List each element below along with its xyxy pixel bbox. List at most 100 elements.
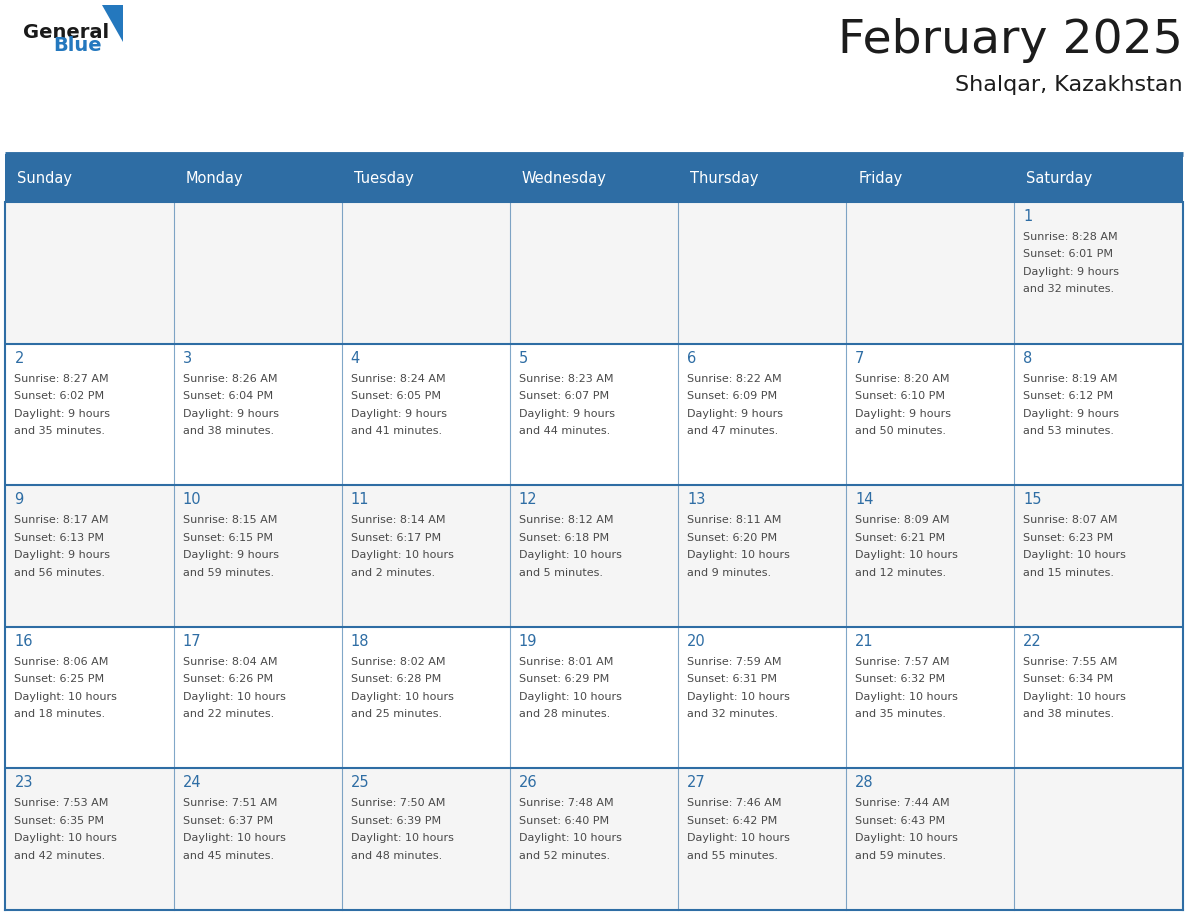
Text: February 2025: February 2025 xyxy=(838,18,1182,63)
Text: Daylight: 9 hours: Daylight: 9 hours xyxy=(183,409,279,419)
Text: and 47 minutes.: and 47 minutes. xyxy=(687,426,778,436)
Text: Friday: Friday xyxy=(858,171,903,185)
Text: Daylight: 10 hours: Daylight: 10 hours xyxy=(687,692,790,701)
Bar xyxy=(510,343,678,486)
Text: Blue: Blue xyxy=(53,36,102,55)
Text: Sunset: 6:37 PM: Sunset: 6:37 PM xyxy=(183,816,273,826)
Text: Wednesday: Wednesday xyxy=(522,171,607,185)
Text: and 32 minutes.: and 32 minutes. xyxy=(687,710,778,720)
Text: Daylight: 10 hours: Daylight: 10 hours xyxy=(1023,692,1126,701)
Text: 26: 26 xyxy=(519,776,537,790)
Text: Sunset: 6:20 PM: Sunset: 6:20 PM xyxy=(687,532,777,543)
Text: Sunset: 6:31 PM: Sunset: 6:31 PM xyxy=(687,675,777,684)
Text: Sunrise: 8:27 AM: Sunrise: 8:27 AM xyxy=(14,374,109,384)
Text: Monday: Monday xyxy=(185,171,244,185)
Text: 28: 28 xyxy=(855,776,874,790)
Text: Daylight: 9 hours: Daylight: 9 hours xyxy=(14,409,110,419)
Text: Sunset: 6:09 PM: Sunset: 6:09 PM xyxy=(687,391,777,401)
Text: Daylight: 10 hours: Daylight: 10 hours xyxy=(855,550,958,560)
Text: and 52 minutes.: and 52 minutes. xyxy=(519,851,611,861)
Text: 11: 11 xyxy=(350,492,369,507)
Text: Sunrise: 8:24 AM: Sunrise: 8:24 AM xyxy=(350,374,446,384)
Text: Sunset: 6:29 PM: Sunset: 6:29 PM xyxy=(519,675,609,684)
Text: Sunrise: 8:01 AM: Sunrise: 8:01 AM xyxy=(519,656,613,666)
Text: and 42 minutes.: and 42 minutes. xyxy=(14,851,106,861)
Text: Sunset: 6:18 PM: Sunset: 6:18 PM xyxy=(519,532,609,543)
Text: 27: 27 xyxy=(687,776,706,790)
Bar xyxy=(342,202,510,343)
Text: and 48 minutes.: and 48 minutes. xyxy=(350,851,442,861)
Bar xyxy=(678,343,846,486)
Text: 12: 12 xyxy=(519,492,537,507)
Bar xyxy=(6,768,173,910)
Text: Sunset: 6:23 PM: Sunset: 6:23 PM xyxy=(1023,532,1113,543)
Text: and 22 minutes.: and 22 minutes. xyxy=(183,710,274,720)
Text: Sunset: 6:17 PM: Sunset: 6:17 PM xyxy=(350,532,441,543)
Text: and 18 minutes.: and 18 minutes. xyxy=(14,710,106,720)
Text: 19: 19 xyxy=(519,633,537,649)
Text: Sunset: 6:07 PM: Sunset: 6:07 PM xyxy=(519,391,609,401)
Text: 25: 25 xyxy=(350,776,369,790)
Text: 21: 21 xyxy=(855,633,874,649)
Text: Sunrise: 7:51 AM: Sunrise: 7:51 AM xyxy=(183,799,277,809)
Text: Saturday: Saturday xyxy=(1026,171,1093,185)
Text: 22: 22 xyxy=(1023,633,1042,649)
Text: Sunset: 6:39 PM: Sunset: 6:39 PM xyxy=(350,816,441,826)
Text: and 55 minutes.: and 55 minutes. xyxy=(687,851,778,861)
Text: and 28 minutes.: and 28 minutes. xyxy=(519,710,611,720)
Bar xyxy=(846,486,1015,627)
Bar xyxy=(173,486,342,627)
Text: 24: 24 xyxy=(183,776,201,790)
Bar xyxy=(6,627,173,768)
Text: Daylight: 9 hours: Daylight: 9 hours xyxy=(350,409,447,419)
Text: Daylight: 10 hours: Daylight: 10 hours xyxy=(183,692,285,701)
Text: and 12 minutes.: and 12 minutes. xyxy=(855,567,947,577)
Text: Sunset: 6:42 PM: Sunset: 6:42 PM xyxy=(687,816,777,826)
Text: Sunrise: 8:22 AM: Sunrise: 8:22 AM xyxy=(687,374,782,384)
Text: 9: 9 xyxy=(14,492,24,507)
Text: and 41 minutes.: and 41 minutes. xyxy=(350,426,442,436)
Text: Sunset: 6:04 PM: Sunset: 6:04 PM xyxy=(183,391,273,401)
Bar xyxy=(173,627,342,768)
Text: Sunset: 6:26 PM: Sunset: 6:26 PM xyxy=(183,675,273,684)
Text: Sunrise: 7:53 AM: Sunrise: 7:53 AM xyxy=(14,799,109,809)
Text: Daylight: 10 hours: Daylight: 10 hours xyxy=(519,550,621,560)
Text: Daylight: 9 hours: Daylight: 9 hours xyxy=(14,550,110,560)
Bar xyxy=(1015,343,1182,486)
Text: Sunset: 6:43 PM: Sunset: 6:43 PM xyxy=(855,816,946,826)
Text: 18: 18 xyxy=(350,633,369,649)
Bar xyxy=(173,343,342,486)
Text: Sunrise: 8:19 AM: Sunrise: 8:19 AM xyxy=(1023,374,1118,384)
Text: Daylight: 10 hours: Daylight: 10 hours xyxy=(183,834,285,844)
Text: and 45 minutes.: and 45 minutes. xyxy=(183,851,273,861)
Bar xyxy=(6,343,173,486)
Bar xyxy=(678,627,846,768)
Text: Sunrise: 7:59 AM: Sunrise: 7:59 AM xyxy=(687,656,782,666)
Text: Daylight: 9 hours: Daylight: 9 hours xyxy=(183,550,279,560)
Text: Daylight: 10 hours: Daylight: 10 hours xyxy=(855,692,958,701)
Text: Sunset: 6:02 PM: Sunset: 6:02 PM xyxy=(14,391,105,401)
Text: and 35 minutes.: and 35 minutes. xyxy=(14,426,106,436)
Text: and 59 minutes.: and 59 minutes. xyxy=(183,567,273,577)
Text: Sunrise: 8:20 AM: Sunrise: 8:20 AM xyxy=(855,374,949,384)
Text: General: General xyxy=(24,23,109,42)
Text: 23: 23 xyxy=(14,776,33,790)
Text: Daylight: 10 hours: Daylight: 10 hours xyxy=(14,692,118,701)
Text: Daylight: 9 hours: Daylight: 9 hours xyxy=(519,409,615,419)
Text: and 15 minutes.: and 15 minutes. xyxy=(1023,567,1114,577)
Text: and 44 minutes.: and 44 minutes. xyxy=(519,426,611,436)
Text: Sunrise: 7:57 AM: Sunrise: 7:57 AM xyxy=(855,656,949,666)
Bar xyxy=(173,768,342,910)
Text: Sunset: 6:34 PM: Sunset: 6:34 PM xyxy=(1023,675,1113,684)
Text: Sunrise: 7:50 AM: Sunrise: 7:50 AM xyxy=(350,799,446,809)
Text: Daylight: 10 hours: Daylight: 10 hours xyxy=(855,834,958,844)
Text: Sunset: 6:21 PM: Sunset: 6:21 PM xyxy=(855,532,946,543)
Bar xyxy=(510,486,678,627)
Text: Sunrise: 7:48 AM: Sunrise: 7:48 AM xyxy=(519,799,613,809)
Text: Daylight: 9 hours: Daylight: 9 hours xyxy=(855,409,952,419)
Text: Sunrise: 8:28 AM: Sunrise: 8:28 AM xyxy=(1023,232,1118,242)
Text: Sunday: Sunday xyxy=(18,171,72,185)
Text: 14: 14 xyxy=(855,492,873,507)
Text: Sunrise: 8:23 AM: Sunrise: 8:23 AM xyxy=(519,374,613,384)
Text: 2: 2 xyxy=(14,351,24,365)
